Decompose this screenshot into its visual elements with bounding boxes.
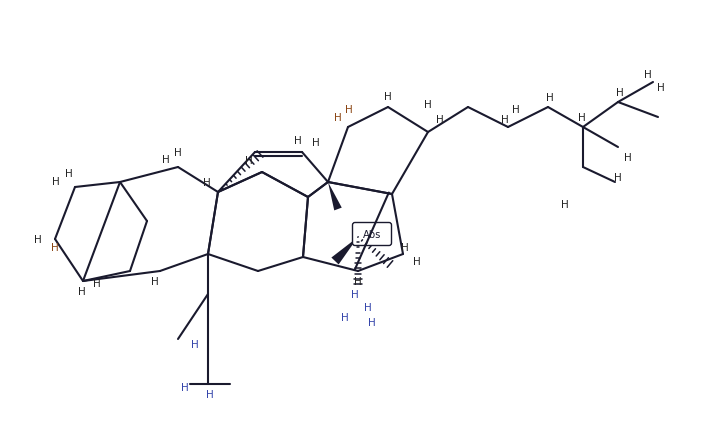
Text: H: H [384, 92, 392, 102]
Text: Abs: Abs [363, 230, 381, 240]
Text: H: H [206, 389, 214, 399]
Text: H: H [191, 339, 199, 349]
Text: H: H [624, 153, 632, 163]
Text: H: H [345, 105, 353, 115]
Text: H: H [65, 169, 73, 178]
Text: H: H [614, 172, 622, 183]
Text: H: H [162, 155, 170, 165]
Text: H: H [501, 115, 509, 125]
Text: H: H [51, 243, 59, 252]
Text: H: H [203, 178, 211, 187]
Text: H: H [657, 83, 665, 93]
Text: H: H [181, 382, 189, 392]
Text: H: H [616, 88, 624, 98]
Text: H: H [52, 177, 60, 187]
Text: H: H [245, 156, 253, 166]
Text: H: H [644, 70, 652, 80]
Polygon shape [331, 237, 358, 265]
Text: H: H [546, 93, 554, 103]
Text: H: H [424, 100, 432, 110]
Text: H: H [93, 278, 101, 289]
Text: H: H [368, 317, 376, 327]
Text: H: H [413, 256, 421, 266]
Text: H: H [34, 234, 42, 244]
FancyBboxPatch shape [353, 223, 392, 246]
Text: H: H [294, 136, 302, 146]
Text: H: H [578, 113, 586, 123]
Text: H: H [78, 286, 86, 296]
Text: H: H [341, 312, 349, 322]
Text: H: H [334, 113, 342, 123]
Text: H: H [151, 276, 159, 286]
Text: H: H [351, 289, 359, 299]
Text: H: H [312, 138, 320, 147]
Text: H: H [174, 147, 182, 158]
Text: H: H [364, 302, 372, 312]
Text: H: H [561, 200, 569, 209]
Polygon shape [328, 183, 342, 211]
Text: H: H [401, 243, 409, 252]
Text: H: H [436, 115, 444, 125]
Text: H: H [512, 105, 520, 115]
Text: H: H [354, 276, 362, 286]
